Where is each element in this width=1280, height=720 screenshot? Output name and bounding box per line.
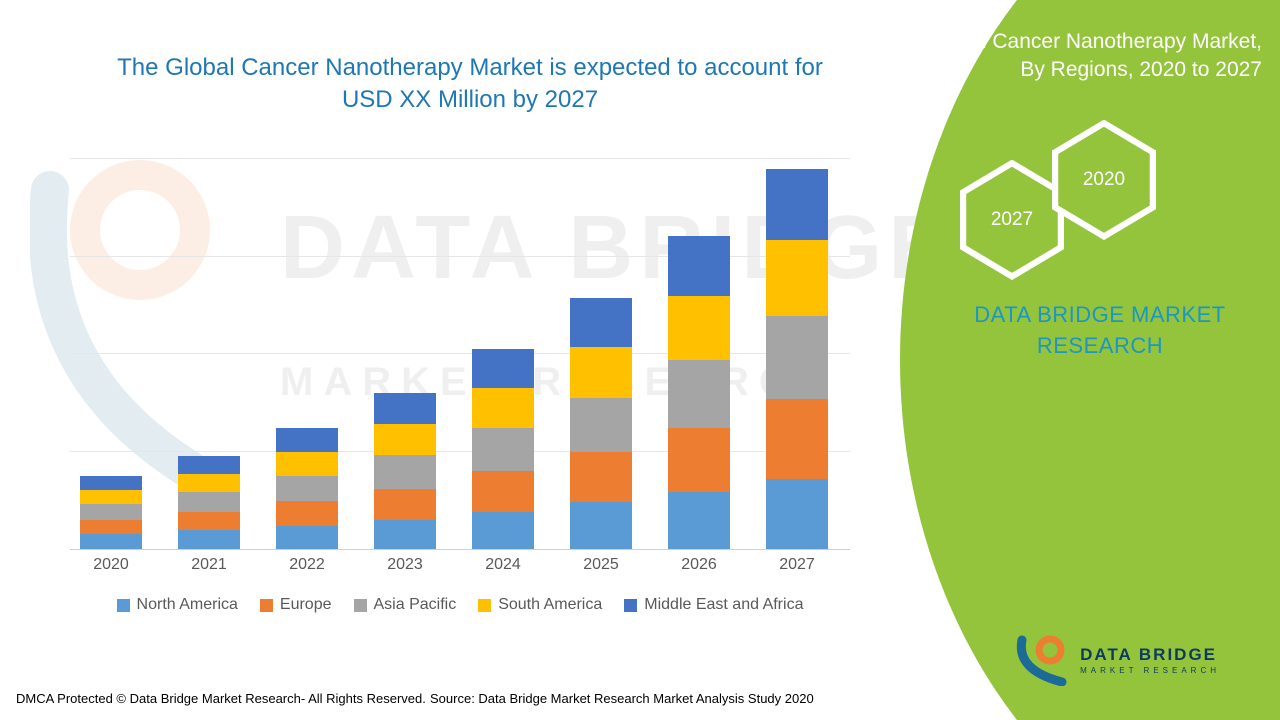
hexagon-2027: 2027: [960, 160, 1064, 280]
brand-text: DATA BRIDGE MARKET RESEARCH: [950, 300, 1250, 362]
segment-europe: [570, 452, 632, 503]
x-label-2020: 2020: [80, 556, 142, 574]
bar-2026: [668, 236, 730, 549]
segment-middle-east-and-africa: [766, 169, 828, 240]
segment-europe: [178, 512, 240, 531]
right-panel: Global Cancer Nanotherapy Market, By Reg…: [890, 0, 1280, 720]
legend-item-europe: Europe: [260, 596, 332, 614]
legend-swatch-icon: [624, 599, 637, 612]
right-title-line2: By Regions, 2020 to 2027: [1020, 58, 1262, 81]
segment-middle-east-and-africa: [80, 476, 142, 490]
bar-2025: [570, 298, 632, 549]
legend-item-north-america: North America: [117, 596, 238, 614]
hex-label-2027: 2027: [991, 209, 1033, 231]
segment-north-america: [570, 502, 632, 549]
segment-south-america: [668, 296, 730, 359]
legend-swatch-icon: [478, 599, 491, 612]
segment-middle-east-and-africa: [472, 349, 534, 388]
footer-copyright: DMCA Protected © Data Bridge Market Rese…: [16, 691, 426, 706]
segment-north-america: [668, 492, 730, 549]
segment-europe: [668, 428, 730, 492]
segment-asia-pacific: [276, 476, 338, 501]
legend-item-asia-pacific: Asia Pacific: [354, 596, 457, 614]
segment-north-america: [766, 479, 828, 549]
footer-source: Source: Data Bridge Market Research Mark…: [430, 691, 814, 706]
legend-label: North America: [137, 596, 238, 614]
legend-label: South America: [498, 596, 602, 614]
segment-europe: [374, 489, 436, 520]
segment-south-america: [766, 240, 828, 316]
segment-middle-east-and-africa: [178, 456, 240, 474]
legend-swatch-icon: [354, 599, 367, 612]
segment-south-america: [178, 474, 240, 493]
chart-plot-area: [70, 160, 850, 550]
legend-swatch-icon: [117, 599, 130, 612]
legend-item-south-america: South America: [478, 596, 602, 614]
segment-asia-pacific: [570, 398, 632, 452]
segment-asia-pacific: [374, 455, 436, 488]
hex-label-2020: 2020: [1083, 169, 1125, 191]
page-root: DATA BRIDGE MARKET RESEARCH The Global C…: [0, 0, 1280, 720]
bar-2023: [374, 393, 436, 549]
segment-middle-east-and-africa: [374, 393, 436, 424]
segment-europe: [276, 501, 338, 525]
segment-north-america: [276, 526, 338, 549]
segment-south-america: [374, 424, 436, 455]
segment-south-america: [570, 347, 632, 398]
segment-middle-east-and-africa: [668, 236, 730, 296]
segment-europe: [766, 399, 828, 479]
segment-europe: [80, 520, 142, 535]
segment-south-america: [276, 452, 338, 476]
gridline: [70, 256, 850, 257]
segment-asia-pacific: [668, 360, 730, 428]
right-panel-title: Global Cancer Nanotherapy Market, By Reg…: [902, 28, 1262, 85]
x-label-2027: 2027: [766, 556, 828, 574]
x-label-2026: 2026: [668, 556, 730, 574]
segment-europe: [472, 471, 534, 512]
segment-north-america: [178, 530, 240, 549]
x-axis-labels: 2020 2021 2022 2023 2024 2025 2026 2027: [70, 556, 850, 580]
segment-north-america: [374, 520, 436, 549]
segment-asia-pacific: [472, 428, 534, 471]
bar-2027: [766, 169, 828, 549]
bar-2021: [178, 456, 240, 549]
hexagon-group: 2027 2020: [960, 120, 1190, 290]
legend-label: Middle East and Africa: [644, 596, 803, 614]
x-label-2025: 2025: [570, 556, 632, 574]
segment-north-america: [472, 512, 534, 549]
right-title-line1: Global Cancer Nanotherapy Market,: [926, 30, 1262, 53]
x-label-2024: 2024: [472, 556, 534, 574]
bar-2022: [276, 428, 338, 549]
x-label-2021: 2021: [178, 556, 240, 574]
footer: DMCA Protected © Data Bridge Market Rese…: [0, 658, 1280, 720]
legend-label: Asia Pacific: [374, 596, 457, 614]
segment-asia-pacific: [766, 316, 828, 399]
chart-title: The Global Cancer Nanotherapy Market is …: [90, 52, 850, 117]
bar-2024: [472, 349, 534, 549]
gridline: [70, 353, 850, 354]
segment-south-america: [472, 388, 534, 428]
segment-middle-east-and-africa: [570, 298, 632, 347]
segment-middle-east-and-africa: [276, 428, 338, 451]
legend-swatch-icon: [260, 599, 273, 612]
gridline: [70, 158, 850, 159]
bar-2020: [80, 476, 142, 549]
segment-south-america: [80, 490, 142, 505]
segment-asia-pacific: [80, 504, 142, 520]
legend-label: Europe: [280, 596, 332, 614]
legend-item-middle-east-and-africa: Middle East and Africa: [624, 596, 803, 614]
x-label-2022: 2022: [276, 556, 338, 574]
gridline: [70, 451, 850, 452]
x-label-2023: 2023: [374, 556, 436, 574]
hexagon-2020: 2020: [1052, 120, 1156, 240]
segment-north-america: [80, 534, 142, 549]
segment-asia-pacific: [178, 492, 240, 512]
chart-legend: North America Europe Asia Pacific South Ame…: [70, 596, 850, 614]
